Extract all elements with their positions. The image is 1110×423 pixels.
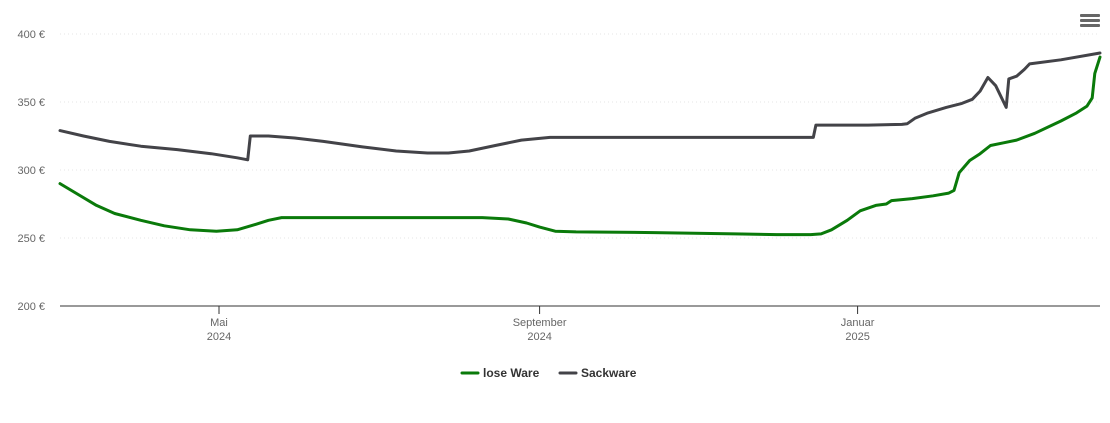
y-tick-label: 300 € (17, 165, 45, 177)
chart-menu-button[interactable] (1080, 12, 1100, 30)
hamburger-menu-icon-line (1080, 19, 1100, 22)
hamburger-menu-icon (1080, 14, 1100, 17)
axis-layer: 200 € 250 € 300 € 350 € 400 € Mai 2024 Septembe… (17, 29, 1100, 343)
y-tick-label: 350 € (17, 97, 45, 109)
y-tick-label: 400 € (17, 29, 45, 41)
y-tick-label: 200 € (17, 301, 45, 313)
legend-item[interactable]: lose Ware (460, 366, 540, 380)
grid-layer (60, 33, 1100, 239)
x-tick-year-label: 2025 (845, 331, 869, 343)
x-tick-label: Mai (210, 317, 228, 329)
x-tick-label: September (513, 317, 567, 329)
hamburger-menu-icon-line (1080, 24, 1100, 27)
x-tick-year-label: 2024 (207, 331, 231, 343)
series-line-lose-ware (58, 55, 1102, 237)
series-layer (58, 51, 1102, 237)
legend-label: Sackware (581, 366, 637, 380)
legend-label: lose Ware (483, 366, 540, 380)
legend: lose Ware Sackware (460, 366, 637, 380)
x-tick-label: Januar (841, 317, 875, 329)
y-tick-label: 250 € (17, 233, 45, 245)
x-tick-year-label: 2024 (527, 331, 551, 343)
series-line-sackware (58, 51, 1102, 162)
legend-item[interactable]: Sackware (558, 366, 637, 380)
